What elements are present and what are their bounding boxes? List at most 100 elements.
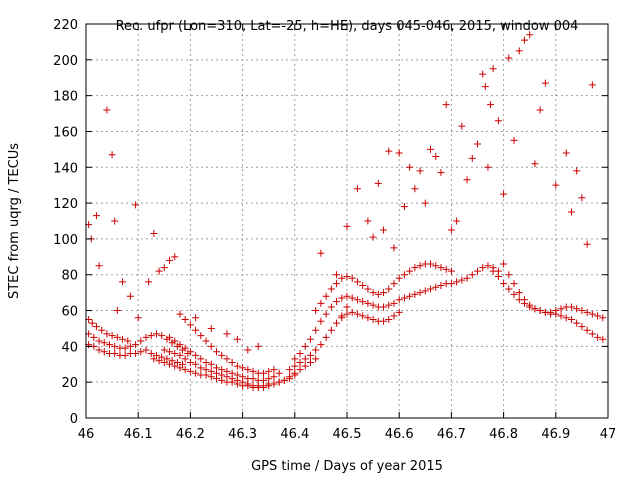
data-point (322, 310, 330, 318)
data-point (505, 271, 513, 279)
y-tick-label: 20 (61, 376, 78, 391)
data-point (427, 145, 435, 153)
series-arc-k (338, 308, 403, 325)
data-point (400, 203, 408, 211)
data-point (301, 342, 309, 350)
data-point (207, 324, 215, 332)
data-point (348, 294, 356, 302)
data-point (578, 323, 586, 331)
data-point (463, 274, 471, 282)
data-point (562, 314, 570, 322)
data-point (132, 201, 140, 209)
data-point (400, 294, 408, 302)
data-point (531, 160, 539, 168)
data-point (520, 36, 528, 44)
data-point (479, 264, 487, 272)
data-point (152, 351, 160, 359)
data-point (380, 226, 388, 234)
data-point (171, 350, 179, 358)
data-point (197, 364, 205, 372)
series-arc-m (500, 260, 607, 322)
data-point (239, 373, 247, 381)
data-point (147, 332, 155, 340)
data-point (453, 278, 461, 286)
data-point (108, 151, 116, 159)
data-point (359, 298, 367, 306)
data-point (484, 163, 492, 171)
data-point (500, 190, 508, 198)
data-point (353, 185, 361, 193)
data-point (265, 367, 273, 375)
x-tick-label: 46.1 (124, 427, 153, 442)
data-point (176, 364, 184, 372)
data-point (374, 179, 382, 187)
series-arc-i (291, 262, 502, 363)
data-point (142, 346, 150, 354)
data-point (406, 267, 414, 275)
x-tick-label: 46.8 (489, 427, 518, 442)
data-point (296, 358, 304, 366)
data-point (380, 303, 388, 311)
data-point (192, 326, 200, 334)
data-point (197, 332, 205, 340)
data-point (270, 373, 278, 381)
data-point (317, 249, 325, 257)
data-point (487, 101, 495, 109)
data-point (395, 296, 403, 304)
data-point (207, 342, 215, 350)
data-point (317, 341, 325, 349)
data-point (458, 122, 466, 130)
data-point (111, 350, 119, 358)
data-point (526, 31, 534, 39)
data-point (119, 335, 127, 343)
data-point (327, 285, 335, 293)
data-point (202, 337, 210, 345)
data-point (536, 307, 544, 315)
data-point (137, 348, 145, 356)
data-point (306, 335, 314, 343)
data-point (390, 244, 398, 252)
data-point (510, 280, 518, 288)
data-point (126, 342, 134, 350)
data-point (291, 362, 299, 370)
data-point (583, 308, 591, 316)
data-point (338, 314, 346, 322)
data-point (380, 289, 388, 297)
data-point (400, 271, 408, 279)
data-point (137, 337, 145, 345)
data-point (588, 81, 596, 89)
data-point (259, 376, 267, 384)
data-point (186, 367, 194, 375)
data-point (343, 222, 351, 230)
data-point (437, 264, 445, 272)
data-point (578, 307, 586, 315)
data-point (333, 298, 341, 306)
grid (86, 24, 608, 418)
data-point (88, 319, 96, 327)
data-point (416, 262, 424, 270)
data-point (192, 369, 200, 377)
data-point (447, 267, 455, 275)
x-tick-label: 46.9 (541, 427, 570, 442)
data-point (249, 367, 257, 375)
data-point (437, 281, 445, 289)
y-tick-label: 100 (53, 233, 78, 248)
data-point (134, 314, 142, 322)
data-point (249, 375, 257, 383)
data-point (599, 335, 607, 343)
data-point (369, 301, 377, 309)
data-point (599, 314, 607, 322)
data-point (390, 312, 398, 320)
data-point (447, 280, 455, 288)
data-point (500, 260, 508, 268)
data-point (369, 289, 377, 297)
data-point (458, 276, 466, 284)
data-point (411, 290, 419, 298)
data-point (343, 303, 351, 311)
data-point (468, 154, 476, 162)
data-point (552, 181, 560, 189)
data-point (181, 316, 189, 323)
data-point (202, 366, 210, 374)
x-tick-label: 46.7 (437, 427, 466, 442)
